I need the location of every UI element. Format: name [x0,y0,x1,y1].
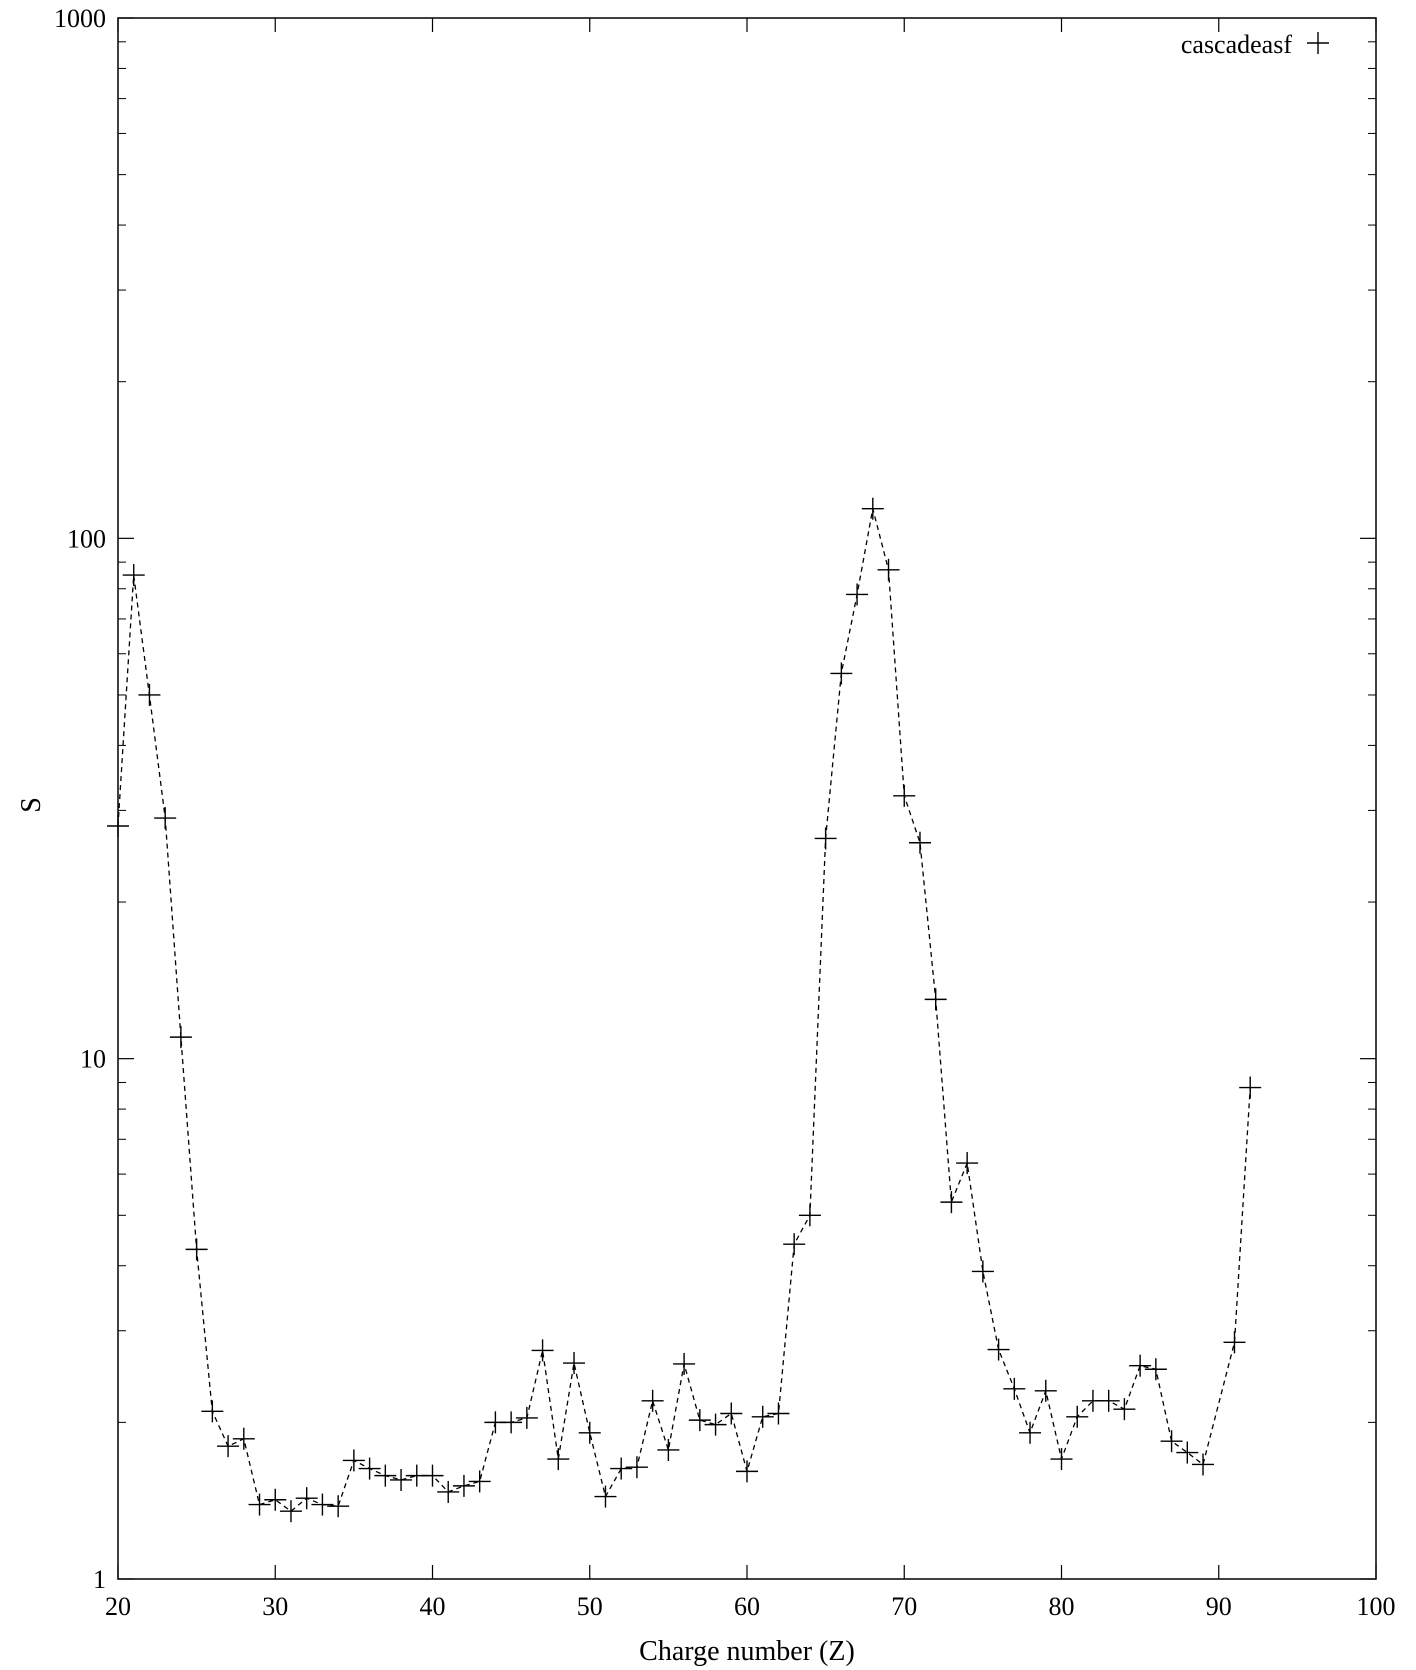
data-point [798,1204,821,1227]
data-point [295,1487,318,1510]
x-tick-label: 40 [420,1592,446,1621]
data-point [515,1406,538,1429]
x-tick-label: 60 [734,1592,760,1621]
y-tick-label: 100 [67,524,106,553]
y-axis-title: S [16,797,47,813]
data-point [861,497,884,520]
data-point [971,1260,994,1283]
data-point [1144,1358,1167,1381]
data-point [987,1338,1010,1361]
data-point [877,558,900,581]
x-tick-label: 90 [1206,1592,1232,1621]
data-point [563,1352,586,1375]
legend-label-cascadeasf: cascadeasf [1181,30,1292,59]
data-point [107,814,129,837]
data-point [924,988,947,1011]
y-tick-label: 1000 [54,4,106,33]
data-point [201,1400,224,1423]
data-point [830,662,853,685]
data-point [1050,1448,1073,1471]
data-point [531,1339,554,1362]
y-axis-ticks: 1 10 100 1000 [54,4,1376,1594]
data-point [767,1402,790,1425]
data-point [956,1152,979,1175]
data-point [1034,1379,1057,1402]
data-point [720,1402,743,1425]
x-tick-label: 30 [262,1592,288,1621]
data-point [437,1480,460,1503]
data-point [138,683,161,706]
x-tick-label: 100 [1357,1592,1396,1621]
data-point [1066,1405,1089,1428]
data-point [673,1352,696,1375]
data-point [1003,1377,1026,1400]
data-point [279,1500,302,1523]
y-tick-label: 10 [80,1045,106,1074]
data-point [1097,1389,1120,1412]
data-point [358,1457,381,1480]
data-point [468,1470,491,1493]
x-axis-title: Charge number (Z) [639,1636,855,1667]
data-point [390,1468,413,1491]
data-point [232,1427,255,1450]
series-layer [107,497,1262,1523]
data-point [1223,1331,1246,1354]
legend-marker-plus [1307,32,1329,54]
data-point [264,1488,287,1511]
x-tick-label: 20 [105,1592,131,1621]
x-tick-label: 80 [1049,1592,1075,1621]
legend: cascadeasf [1181,30,1329,59]
y-tick-label: 1 [93,1565,106,1594]
data-point [1129,1354,1152,1377]
data-point [893,784,916,807]
data-point [704,1413,727,1436]
x-axis-ticks: 20 30 40 50 60 70 80 90 100 [105,18,1396,1621]
data-point [374,1464,397,1487]
data-point [625,1456,648,1479]
data-point [736,1460,758,1483]
data-point [1019,1421,1042,1444]
data-point [342,1449,365,1472]
data-point [1160,1430,1183,1453]
data-point [217,1435,240,1458]
data-point [154,807,177,830]
data-point [846,583,869,606]
data-point [311,1493,334,1516]
data-point [1239,1076,1262,1099]
data-point [122,564,145,587]
data-point [1192,1453,1215,1476]
data-point [657,1438,680,1461]
series-line-cascadeasf [117,508,1251,1513]
data-point [547,1448,570,1471]
data-point [688,1409,711,1432]
x-tick-label: 50 [577,1592,603,1621]
data-point [421,1464,444,1487]
data-point [169,1026,192,1049]
data-point [908,831,931,854]
data-point [578,1421,601,1444]
data-point [327,1495,350,1518]
data-point [610,1457,633,1480]
data-point [185,1238,208,1261]
data-point [1176,1441,1199,1464]
data-point [500,1411,523,1434]
data-point [783,1233,806,1256]
data-point [248,1493,271,1516]
data-point [1113,1398,1136,1421]
data-point [814,827,837,850]
data-point [751,1405,774,1428]
x-tick-label: 70 [891,1592,917,1621]
data-point [452,1474,475,1497]
data-point [594,1485,617,1508]
data-point [940,1191,963,1214]
data-point [641,1389,664,1412]
